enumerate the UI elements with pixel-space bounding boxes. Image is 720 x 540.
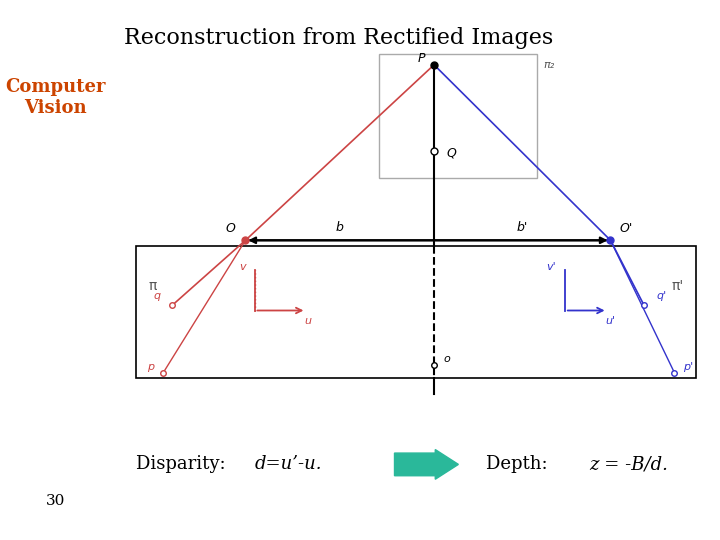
Text: o: o — [444, 354, 450, 364]
FancyArrow shape — [395, 449, 459, 480]
Text: v: v — [239, 262, 246, 272]
Text: u': u' — [606, 316, 616, 326]
Text: π: π — [148, 279, 156, 293]
Text: Computer
Vision: Computer Vision — [6, 78, 106, 117]
Text: O': O' — [620, 222, 633, 235]
FancyBboxPatch shape — [379, 54, 537, 178]
Text: b': b' — [517, 220, 528, 234]
Text: O: O — [225, 222, 235, 235]
Text: d=u’-u.: d=u’-u. — [255, 455, 322, 474]
Text: Disparity:: Disparity: — [136, 455, 231, 474]
Text: Q: Q — [446, 146, 456, 160]
Text: p': p' — [683, 362, 693, 372]
Text: π': π' — [671, 279, 683, 293]
Text: q': q' — [656, 291, 666, 301]
Text: π₂: π₂ — [544, 59, 555, 70]
Text: u: u — [305, 316, 312, 326]
Text: v': v' — [546, 262, 556, 272]
Text: b: b — [336, 220, 343, 234]
Text: Reconstruction from Rectified Images: Reconstruction from Rectified Images — [124, 27, 553, 49]
Text: q: q — [153, 291, 161, 301]
FancyBboxPatch shape — [136, 246, 696, 378]
Text: z = -B/d.: z = -B/d. — [589, 455, 668, 474]
Text: p: p — [147, 362, 154, 372]
Text: P: P — [418, 52, 425, 65]
Text: 30: 30 — [46, 494, 66, 508]
Text: Depth:: Depth: — [486, 455, 553, 474]
